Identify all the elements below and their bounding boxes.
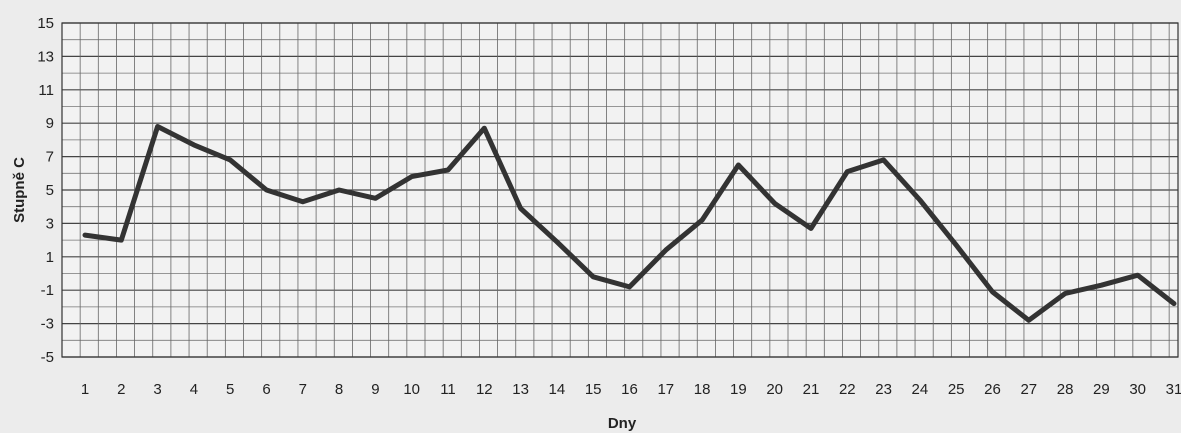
x-tick-label: 5 (226, 381, 234, 398)
x-tick-label: 10 (403, 381, 420, 398)
x-tick-label: 21 (803, 381, 820, 398)
y-tick-labels: 15 13 11 9 7 5 3 1 -1 -3 -5 (37, 15, 54, 366)
y-tick-label: -1 (41, 282, 54, 299)
x-tick-label: 19 (730, 381, 747, 398)
y-tick-label: -3 (41, 316, 54, 333)
x-tick-label: 17 (657, 381, 674, 398)
x-tick-label: 25 (948, 381, 965, 398)
plot-border (61, 22, 1179, 358)
x-tick-label: 15 (585, 381, 602, 398)
y-tick-label: 15 (37, 15, 54, 32)
y-tick-label: 13 (37, 48, 54, 65)
x-tick-label: 14 (549, 381, 566, 398)
grid-lines (61, 22, 1179, 358)
x-tick-label: 31 (1166, 381, 1181, 398)
y-tick-label: 1 (46, 249, 54, 266)
x-tick-label: 16 (621, 381, 638, 398)
x-tick-label: 3 (153, 381, 161, 398)
x-axis-label: Dny (608, 415, 637, 432)
y-tick-label: 3 (46, 215, 54, 232)
x-tick-label: 11 (440, 381, 456, 398)
y-tick-label: 9 (46, 115, 54, 132)
x-tick-label: 28 (1057, 381, 1074, 398)
x-tick-label: 1 (81, 381, 89, 398)
x-tick-label: 18 (694, 381, 711, 398)
x-tick-label: 12 (476, 381, 493, 398)
x-tick-label: 8 (335, 381, 343, 398)
y-tick-label: 11 (38, 82, 54, 99)
x-tick-label: 23 (875, 381, 892, 398)
x-tick-label: 29 (1093, 381, 1110, 398)
x-tick-label: 30 (1129, 381, 1146, 398)
x-tick-label: 26 (984, 381, 1001, 398)
y-tick-label: 7 (46, 149, 54, 166)
x-tick-label: 9 (371, 381, 379, 398)
x-tick-label: 20 (766, 381, 783, 398)
x-tick-label: 7 (299, 381, 307, 398)
x-tick-label: 6 (262, 381, 270, 398)
y-tick-label: 5 (46, 182, 54, 199)
x-tick-labels: 1 2 3 4 5 6 7 8 9 10 11 12 13 14 15 16 17 18 19 20 21 22 23 24 2… (81, 381, 1181, 398)
y-axis-label: Stupně C (11, 157, 28, 223)
x-tick-label: 27 (1020, 381, 1037, 398)
x-tick-label: 22 (839, 381, 856, 398)
series-line (82, 124, 1177, 323)
x-tick-label: 2 (117, 381, 125, 398)
x-tick-label: 13 (512, 381, 529, 398)
x-tick-label: 4 (190, 381, 198, 398)
y-tick-label: -5 (41, 349, 54, 366)
x-tick-label: 24 (912, 381, 929, 398)
